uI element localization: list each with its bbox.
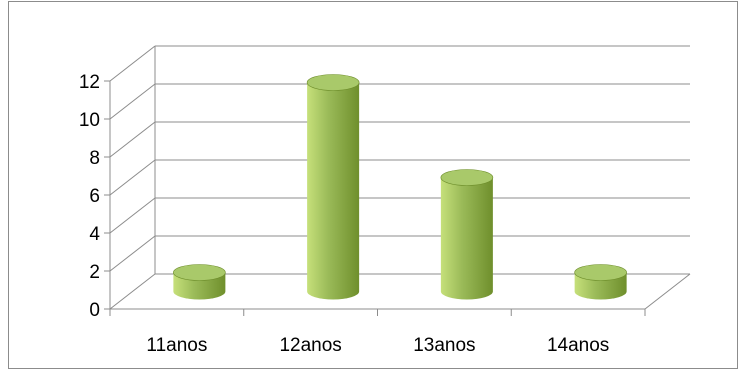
y-tick-label: 6: [89, 186, 100, 207]
x-tick-label: 13anos: [413, 335, 475, 356]
bars: [173, 74, 627, 300]
y-tick-label: 12: [79, 72, 100, 93]
y-tick-label: 8: [89, 148, 100, 169]
bar-top: [173, 264, 226, 281]
gridline-side-10: [109, 83, 156, 120]
gridline-side-12: [109, 45, 156, 82]
gridline-side-2: [109, 235, 156, 272]
chart-frame: [8, 1, 738, 369]
gridline-side-4: [109, 197, 156, 234]
x-tick-label: 14anos: [547, 335, 609, 356]
y-tick-label: 10: [79, 110, 100, 131]
gridline-side-8: [109, 121, 156, 158]
x-tick-label: 12anos: [279, 335, 341, 356]
y-tick-label: 0: [89, 300, 100, 321]
bar-body: [307, 82, 360, 300]
bar-top: [306, 74, 360, 91]
floor-edge-right: [644, 273, 691, 310]
gridlines: [109, 45, 691, 310]
x-tick-label: 11anos: [146, 335, 207, 356]
labels: 0 2 4 6 8 10 12 11anos 12anos 13anos 14anos: [79, 72, 609, 356]
bar-top: [574, 264, 627, 281]
bar-11anos: [173, 264, 226, 300]
y-tick-label: 4: [89, 224, 100, 245]
bar-body: [440, 177, 493, 300]
bar-top: [440, 169, 494, 186]
floor-edge-left: [109, 273, 156, 310]
axes: [104, 80, 646, 316]
bar-13anos: [440, 169, 494, 300]
bar-12anos: [306, 74, 360, 300]
bar-14anos: [574, 264, 627, 300]
gridline-side-6: [109, 159, 156, 196]
y-tick-label: 2: [89, 262, 100, 283]
